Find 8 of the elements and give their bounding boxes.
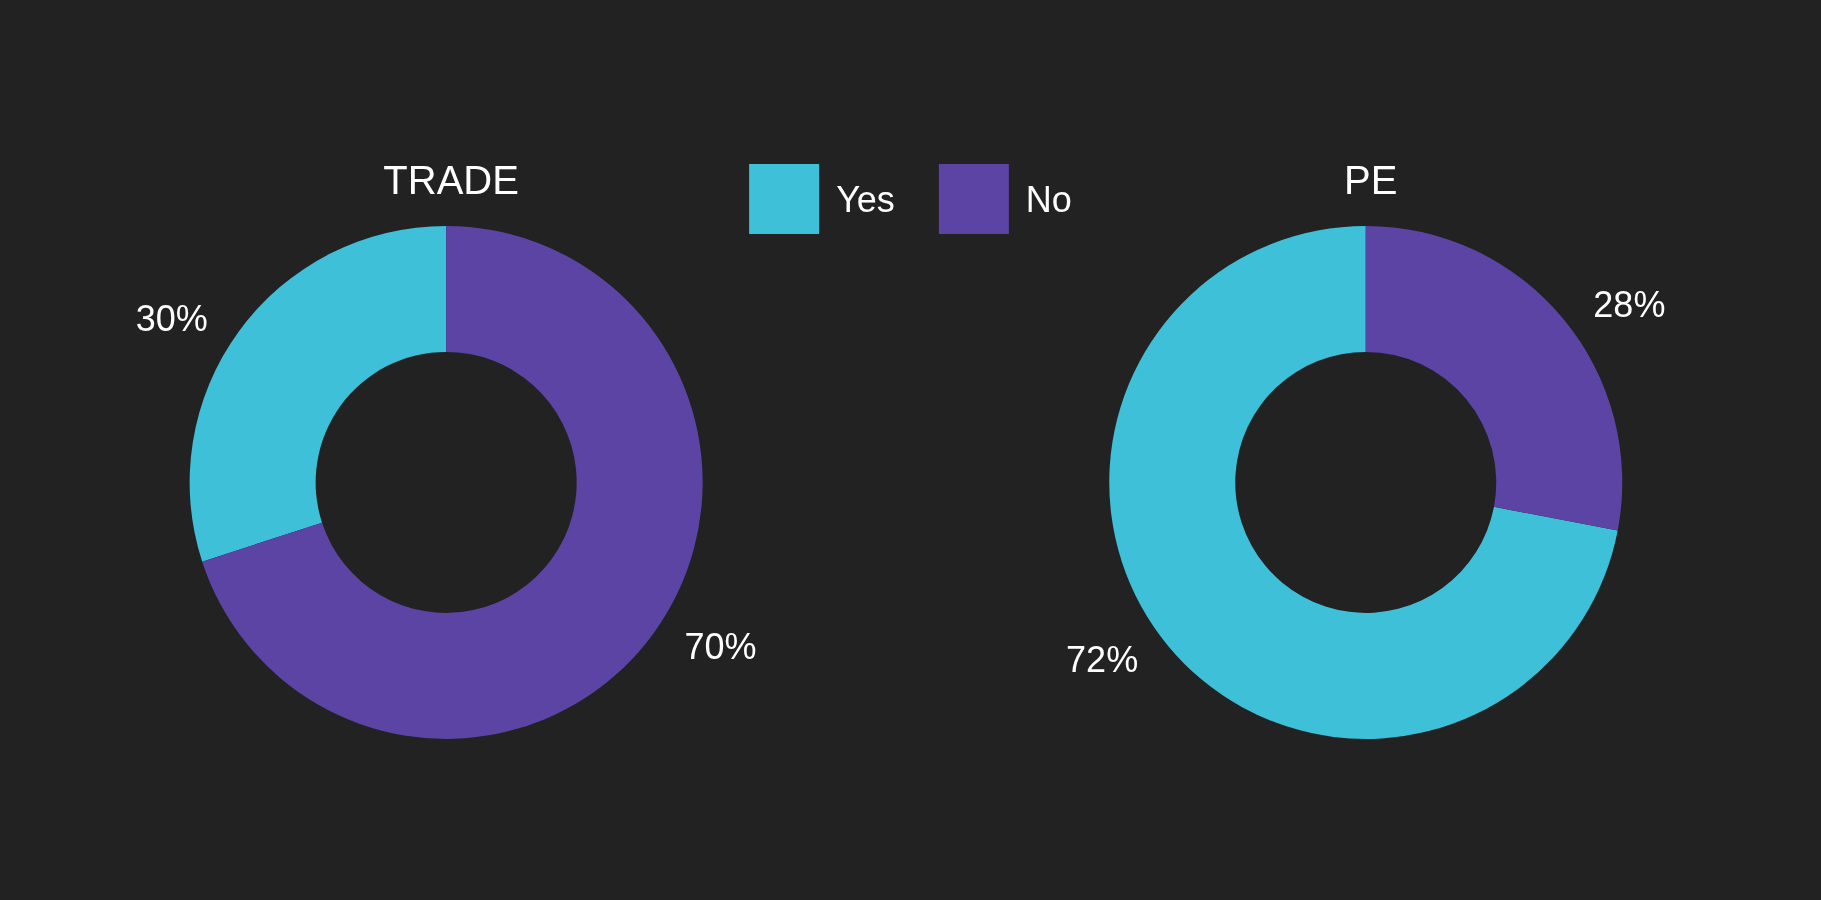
legend-label: No <box>1025 178 1072 220</box>
legend-label: Yes <box>836 178 895 220</box>
data-label: 28% <box>1593 284 1666 326</box>
slice-label: PE <box>1344 158 1398 202</box>
slice-label: TRADE <box>383 158 519 202</box>
data-label: 72% <box>1066 639 1139 681</box>
data-label: 70% <box>684 625 757 667</box>
data-label: 30% <box>135 298 208 340</box>
